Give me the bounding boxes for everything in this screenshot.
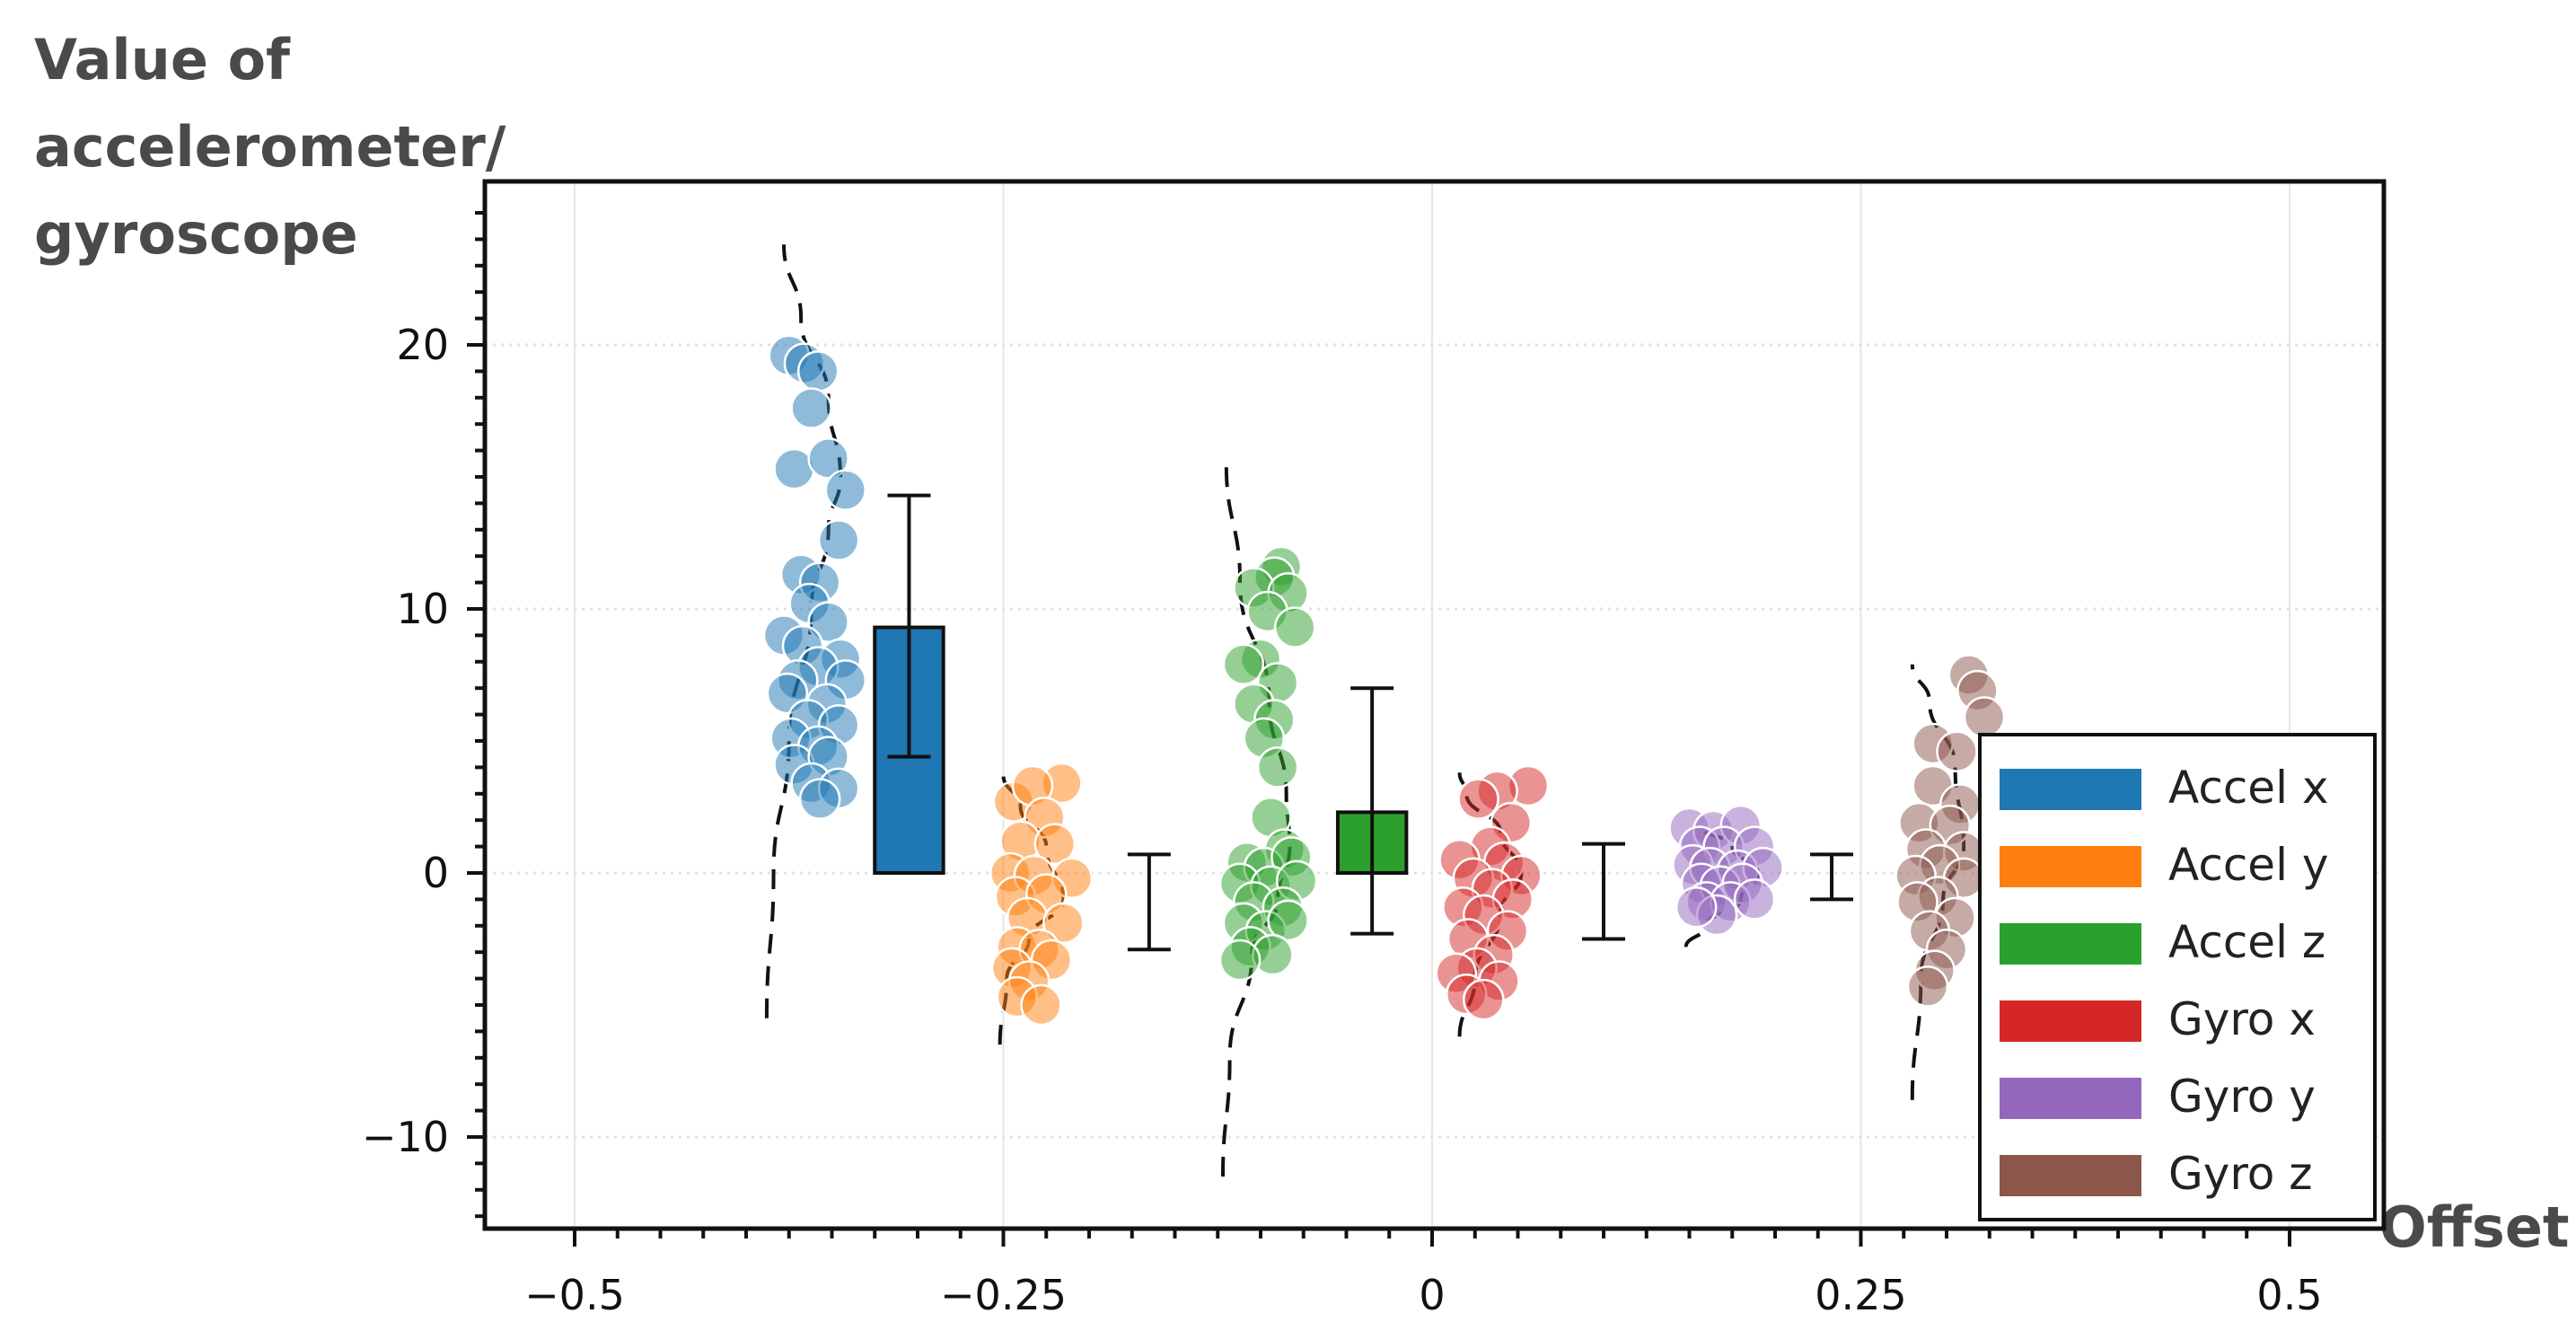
legend-label-accel-y: Accel y bbox=[2168, 839, 2328, 891]
data-point-accel-z bbox=[1218, 939, 1262, 982]
legend-swatch-gyro-x bbox=[2000, 1000, 2141, 1042]
legend-label-accel-z: Accel z bbox=[2168, 916, 2325, 968]
legend-swatch-accel-z bbox=[2000, 923, 2141, 965]
x-axis-title: Offset bbox=[2379, 1194, 2570, 1260]
data-point-accel-z bbox=[1273, 606, 1316, 648]
axes: −0.5 −0.25 0 0.25 0.5 −10 0 10 20 bbox=[362, 179, 2387, 1319]
legend-label-gyro-z: Gyro z bbox=[2168, 1148, 2313, 1200]
data-point-gyro-y bbox=[1675, 886, 1718, 929]
y-axis-title-line-1: Value of bbox=[34, 27, 291, 93]
legend: Accel x Accel y Accel z Gyro x Gyro y Gyro z bbox=[1978, 733, 2377, 1221]
data-point-accel-x bbox=[807, 437, 849, 480]
legend-label-gyro-y: Gyro y bbox=[2168, 1071, 2316, 1123]
legend-label-accel-x: Accel x bbox=[2168, 762, 2328, 814]
y-axis-title-line-2: accelerometer/ bbox=[34, 114, 506, 180]
data-point-accel-y bbox=[1042, 902, 1085, 945]
series-accel-x bbox=[762, 244, 945, 1018]
legend-swatch-gyro-y bbox=[2000, 1078, 2141, 1119]
x-tick-label: 0 bbox=[1419, 1271, 1445, 1319]
data-point-accel-z bbox=[1256, 746, 1299, 789]
y-tick-label: −10 bbox=[362, 1113, 449, 1161]
y-axis-title-line-3: gyroscope bbox=[34, 201, 358, 267]
series-gyro-x bbox=[1435, 764, 1625, 1037]
y-tick-label: 0 bbox=[423, 849, 449, 897]
data-point-gyro-x bbox=[1457, 778, 1499, 820]
legend-swatch-accel-x bbox=[2000, 769, 2141, 810]
series-accel-z bbox=[1218, 463, 1409, 1177]
data-point-gyro-z bbox=[1963, 696, 2006, 738]
data-point-gyro-x bbox=[1463, 978, 1505, 1021]
x-tick-label: 0.5 bbox=[2256, 1271, 2322, 1319]
plot-frame bbox=[482, 179, 2387, 1231]
data-point-gyro-z bbox=[1906, 965, 1949, 1008]
legend-label-gyro-x: Gyro x bbox=[2168, 993, 2316, 1045]
data-point-accel-x bbox=[790, 387, 832, 429]
data-point-accel-z bbox=[1267, 899, 1309, 942]
data-point-accel-x bbox=[796, 350, 840, 392]
data-point-accel-x bbox=[807, 601, 849, 643]
data-point-accel-x bbox=[798, 778, 841, 820]
series-gyro-z bbox=[1895, 654, 2006, 1100]
x-tick-label: −0.5 bbox=[524, 1271, 625, 1319]
data-point-accel-x bbox=[817, 519, 860, 561]
y-axis-title: Value of accelerometer/ gyroscope bbox=[34, 16, 506, 278]
y-tick-label: 10 bbox=[396, 585, 449, 633]
series-accel-y bbox=[989, 762, 1171, 1045]
legend-swatch-accel-y bbox=[2000, 846, 2141, 887]
data-point-accel-x bbox=[824, 469, 867, 511]
series-gyro-y bbox=[1668, 804, 1854, 947]
data-point-gyro-y bbox=[1733, 878, 1776, 921]
x-tick-label: −0.25 bbox=[940, 1271, 1067, 1319]
legend-swatch-gyro-z bbox=[2000, 1155, 2141, 1196]
data-point-accel-z bbox=[1222, 643, 1265, 685]
data-point-accel-y bbox=[1020, 983, 1062, 1027]
y-tick-label: 20 bbox=[396, 321, 449, 369]
plot-area bbox=[762, 244, 2006, 1177]
data-point-accel-y bbox=[1033, 823, 1077, 865]
legend-box bbox=[1978, 733, 2377, 1221]
x-tick-label: 0.25 bbox=[1815, 1271, 1906, 1319]
data-point-gyro-z bbox=[1936, 730, 1978, 773]
